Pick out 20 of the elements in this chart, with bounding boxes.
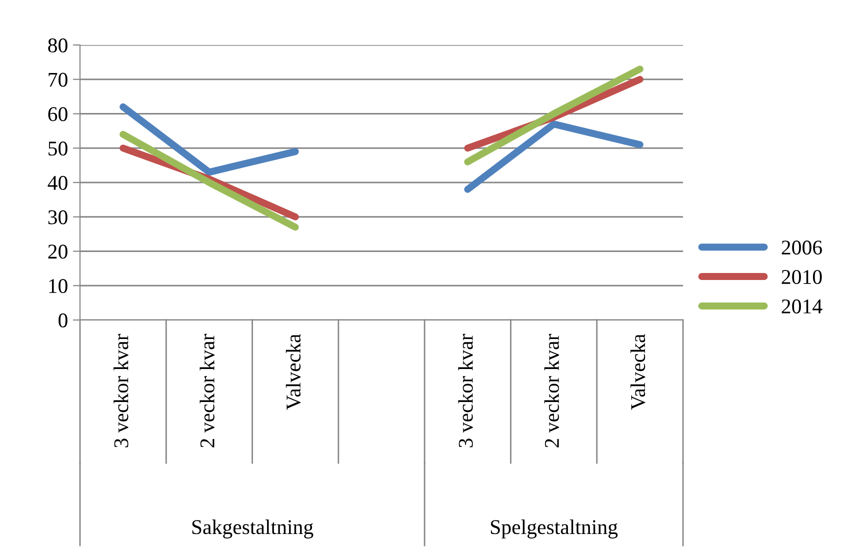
text: Spelgestaltning — [490, 520, 618, 538]
text: Sakgestaltning — [192, 520, 314, 538]
y-tick-label: 80 — [48, 38, 68, 52]
y-tick-label: 50 — [48, 142, 68, 156]
x-tick-label: 3 veckor kvar — [114, 334, 128, 448]
y-tick-label: 30 — [48, 210, 68, 224]
x-tick-label: 3 veckor kvar — [458, 334, 473, 448]
x-tick-label: Valvecka — [286, 334, 301, 410]
legend-label: 2014 — [782, 299, 822, 314]
x-tick-label: 2 veckor kvar — [544, 334, 559, 448]
legend-label: 2010 — [782, 270, 822, 284]
y-tick-label: 20 — [48, 244, 68, 259]
x-tick-label: Valvecka — [630, 334, 646, 410]
y-tick-label: 60 — [48, 107, 68, 122]
x-tick-label: 2 veckor kvar — [200, 334, 214, 448]
y-tick-label: 40 — [48, 176, 68, 190]
y-tick-label: 10 — [49, 279, 68, 294]
y-tick-label: 0 — [58, 313, 68, 328]
legend-label: 2006 — [782, 240, 822, 255]
y-tick-label: 70 — [48, 72, 68, 87]
